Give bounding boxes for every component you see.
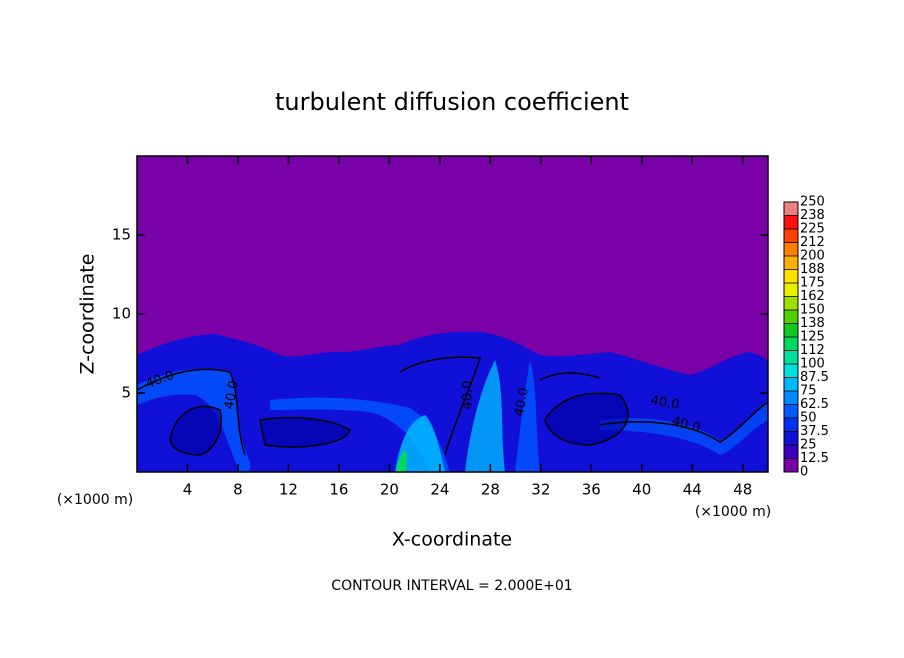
colorbar-label: 150 (800, 303, 825, 318)
colorbar-label: 87.5 (800, 370, 829, 385)
colorbar-band (784, 323, 798, 337)
contour-note: CONTOUR INTERVAL = 2.000E+01 (331, 578, 572, 594)
colorbar-band (784, 350, 798, 364)
x-tick-label: 48 (733, 481, 752, 499)
x-tick-label: 20 (380, 481, 399, 499)
colorbar-label: 25 (800, 438, 817, 453)
colorbar-label: 0 (800, 465, 808, 480)
colorbar-label: 138 (800, 316, 825, 331)
colorbar-band (784, 391, 798, 405)
colorbar-label: 200 (800, 249, 825, 264)
colorbar-label: 112 (800, 343, 825, 358)
colorbar-band (784, 283, 798, 297)
x-tick-label: 28 (481, 481, 500, 499)
unit-label: (×1000 m) (57, 492, 133, 508)
field (137, 156, 768, 472)
y-axis-label: Z-coordinate (77, 254, 99, 375)
colorbar-label: 188 (800, 262, 825, 277)
colorbar-label: 75 (800, 384, 817, 399)
x-tick-label: 4 (183, 481, 193, 499)
colorbar-label: 125 (800, 330, 825, 345)
x-tick-label: 40 (632, 481, 651, 499)
colorbar-band (784, 256, 798, 270)
colorbar-band (784, 445, 798, 459)
colorbar-band (784, 377, 798, 391)
colorbar-band (784, 215, 798, 229)
x-tick-label: 36 (582, 481, 601, 499)
x-tick-label: 8 (233, 481, 243, 499)
colorbar-label: 50 (800, 411, 817, 426)
colorbar-band (784, 431, 798, 445)
colorbar-label: 225 (800, 222, 825, 237)
chart-title: turbulent diffusion coefficient (275, 88, 629, 116)
y-tick-label: 10 (112, 305, 131, 323)
colorbar-label: 12.5 (800, 451, 829, 466)
colorbar-band (784, 404, 798, 418)
colorbar-band (784, 364, 798, 378)
x-tick-label: 32 (531, 481, 550, 499)
colorbar-band (784, 242, 798, 256)
colorbar-label: 100 (800, 357, 825, 372)
colorbar-label: 238 (800, 208, 825, 223)
contour-label: 40.0 (512, 386, 532, 417)
colorbar-label: 162 (800, 289, 825, 304)
contour-label: 40.0 (670, 414, 702, 436)
x-axis-label: X-coordinate (392, 529, 512, 551)
colorbar-label: 175 (800, 276, 825, 291)
colorbar-band (784, 418, 798, 432)
colorbar-band (784, 458, 798, 472)
colorbar-band (784, 310, 798, 324)
colorbar-label: 250 (800, 195, 825, 210)
contour-label: 40.0 (649, 393, 680, 413)
x-tick-label: 24 (430, 481, 449, 499)
colorbar-band (784, 337, 798, 351)
colorbar-band (784, 269, 798, 283)
y-tick-label: 15 (112, 226, 131, 244)
unit-label: (×1000 m) (695, 504, 771, 520)
colorbar-label: 62.5 (800, 397, 829, 412)
colorbar-label: 37.5 (800, 424, 829, 439)
colorbar-band (784, 296, 798, 310)
contour-label: 40.0 (222, 379, 242, 410)
contour-label: 40.0 (461, 381, 476, 410)
y-tick-label: 5 (121, 384, 131, 402)
x-tick-label: 16 (329, 481, 348, 499)
x-tick-label: 44 (683, 481, 702, 499)
x-tick-label: 12 (279, 481, 298, 499)
colorbar-band (784, 229, 798, 243)
colorbar-label: 212 (800, 235, 825, 250)
colorbar-band (784, 202, 798, 216)
